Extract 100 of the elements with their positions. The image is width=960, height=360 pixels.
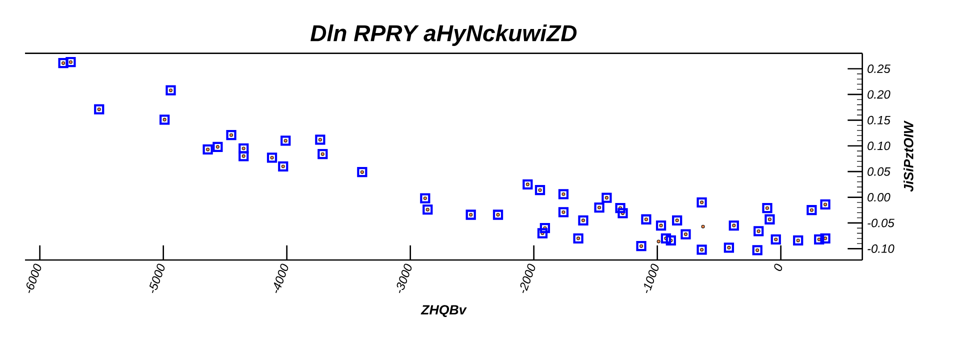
point: [636, 241, 646, 252]
y-tick-label: 0.20: [868, 90, 890, 99]
point: [162, 118, 166, 122]
point: [166, 85, 176, 96]
x-tick-label: -5000: [149, 264, 165, 294]
point: [774, 238, 778, 242]
point: [576, 236, 580, 240]
point: [796, 238, 800, 242]
point: [496, 213, 500, 216]
point: [534, 185, 546, 196]
point: [66, 56, 76, 68]
point: [615, 202, 626, 214]
point: [280, 136, 291, 146]
x-tick-label: 0: [774, 264, 782, 271]
point: [360, 170, 364, 174]
point: [756, 229, 760, 233]
point: [284, 138, 288, 142]
point: [466, 210, 476, 220]
point: [764, 214, 775, 224]
point: [562, 210, 566, 214]
y-tick-label: -0.05: [868, 218, 894, 228]
chart-title: Dln RPRY aHyNckuwiZD: [310, 24, 577, 46]
y-axis-title: JiSiPztOIW: [904, 120, 914, 192]
point: [226, 130, 236, 140]
point: [537, 228, 548, 238]
point: [318, 149, 328, 160]
point: [680, 229, 691, 240]
point: [696, 244, 707, 255]
y-tick-label: 0.05: [868, 167, 890, 176]
point: [762, 202, 772, 214]
point: [724, 242, 734, 253]
point: [659, 224, 663, 228]
point: [278, 161, 288, 172]
point: [752, 245, 762, 256]
point: [492, 210, 504, 220]
point: [806, 205, 817, 216]
point: [202, 144, 213, 155]
point: [422, 204, 433, 215]
point: [701, 224, 705, 228]
y-tick-label: -0.10: [868, 244, 894, 253]
point: [318, 138, 322, 142]
point: [820, 233, 830, 244]
point: [522, 179, 533, 190]
point: [578, 215, 588, 226]
point: [768, 218, 772, 222]
point: [640, 244, 644, 248]
x-tick-label: -3000: [396, 264, 412, 294]
point: [169, 88, 172, 92]
point: [793, 235, 804, 246]
point: [216, 145, 220, 149]
point: [58, 58, 68, 68]
point: [469, 213, 473, 216]
point: [558, 189, 569, 200]
point: [770, 234, 781, 244]
point: [756, 248, 760, 252]
y-tick-label: 0.10: [868, 142, 890, 150]
point: [810, 208, 814, 212]
x-tick-label: -1000: [644, 264, 659, 294]
point: [594, 202, 604, 213]
point: [281, 164, 285, 168]
point: [766, 206, 769, 210]
y-tick-label: 0.25: [868, 64, 890, 74]
point: [573, 233, 584, 244]
x-tick-label: -4000: [274, 264, 288, 294]
point: [700, 248, 704, 252]
y-tick-label: 0.15: [868, 116, 890, 124]
x-tick-label: -2000: [520, 264, 536, 294]
point: [94, 104, 104, 114]
point: [206, 148, 210, 152]
point: [666, 235, 676, 246]
point: [641, 214, 652, 224]
point: [700, 200, 704, 204]
point: [814, 234, 824, 244]
point: [562, 192, 566, 196]
point: [315, 134, 326, 145]
point: [230, 133, 233, 137]
point: [540, 223, 550, 234]
point: [420, 193, 430, 204]
point: [526, 182, 530, 186]
point: [558, 207, 569, 218]
point: [266, 152, 278, 163]
point: [727, 246, 731, 250]
point: [824, 202, 828, 206]
point: [242, 146, 246, 150]
point: [238, 151, 249, 162]
point: [602, 192, 612, 203]
point: [672, 215, 682, 226]
point: [824, 236, 828, 240]
point: [212, 142, 223, 152]
point: [357, 167, 368, 178]
point: [820, 199, 830, 210]
point: [696, 197, 707, 208]
point: [656, 240, 660, 244]
point: [242, 154, 246, 158]
point: [684, 232, 688, 236]
point: [728, 220, 739, 231]
point: [644, 218, 648, 222]
point: [238, 143, 249, 154]
point: [604, 196, 608, 200]
point: [732, 224, 736, 228]
